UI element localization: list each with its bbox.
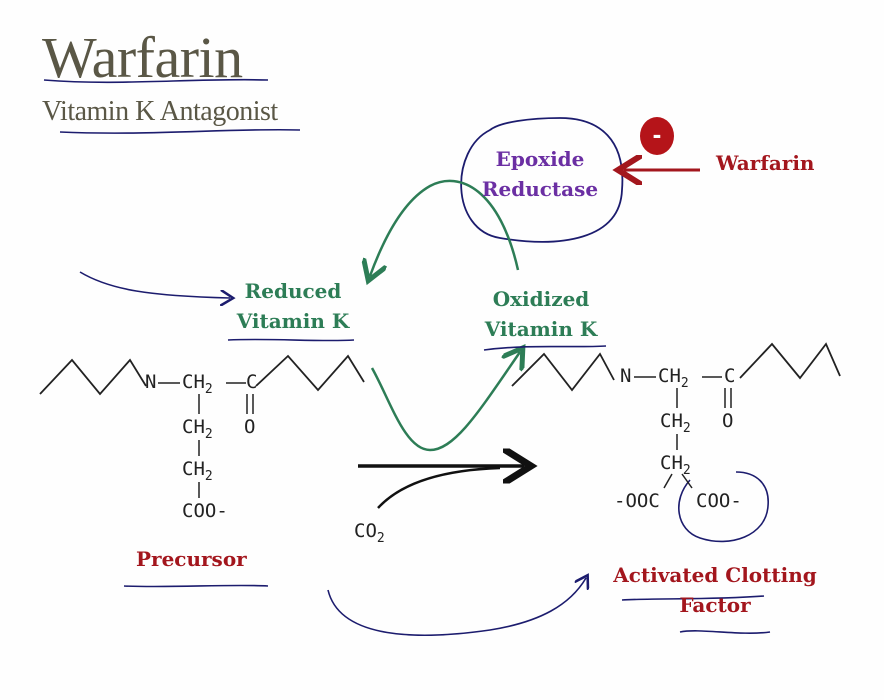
carboxyl-circle bbox=[678, 471, 769, 543]
sub-2: 2 bbox=[204, 468, 213, 484]
precursor-right-chain bbox=[255, 354, 365, 392]
product-underline-2 bbox=[679, 630, 771, 634]
enzyme-line2: Reductase bbox=[481, 177, 599, 201]
product-ch2-top: CH2 bbox=[658, 365, 689, 391]
activated-clotting-factor-label: Activated Clotting Factor bbox=[610, 560, 820, 620]
product-coo: COO- bbox=[696, 490, 742, 512]
co2-subscript: 2 bbox=[376, 530, 385, 546]
subtitle-underline bbox=[59, 128, 301, 134]
co2-branch bbox=[377, 466, 501, 509]
inhibition-badge: - bbox=[640, 117, 674, 155]
ch-text: CH bbox=[660, 452, 683, 474]
reduced-vitamin-k-label: Reduced Vitamin K bbox=[228, 276, 358, 336]
oxidized-vitamin-k-label: Oxidized Vitamin K bbox=[476, 284, 606, 344]
sub-2: 2 bbox=[204, 381, 213, 397]
ch-text: CH bbox=[658, 365, 681, 387]
precursor-ch2-mid: CH2 bbox=[182, 416, 213, 442]
sub-2: 2 bbox=[680, 375, 689, 391]
oxidized-to-reduced-arrow bbox=[370, 179, 520, 276]
product-ch2-mid: CH2 bbox=[660, 410, 691, 436]
oxidized-line1: Oxidized bbox=[492, 287, 590, 311]
product-line1: Activated Clotting bbox=[613, 563, 817, 587]
product-branch-r bbox=[681, 473, 693, 489]
enzyme-line1: Epoxide bbox=[495, 147, 585, 171]
product-ooc: -OOC bbox=[614, 490, 660, 512]
ch-text: CH bbox=[182, 416, 205, 438]
ch-text: CH bbox=[182, 458, 205, 480]
bottom-curve-arrow bbox=[327, 578, 586, 636]
annotation-arrow-left bbox=[79, 271, 230, 298]
product-o: O bbox=[722, 410, 734, 432]
slide-title: Warfarin bbox=[42, 25, 243, 90]
warfarin-label: Warfarin bbox=[716, 151, 815, 175]
precursor-ch2-low: CH2 bbox=[182, 458, 213, 484]
precursor-coo: COO- bbox=[182, 500, 228, 522]
sub-2: 2 bbox=[682, 420, 691, 436]
product-c: C bbox=[724, 365, 736, 387]
product-underline-1 bbox=[621, 595, 765, 601]
precursor-ch2-top: CH2 bbox=[182, 371, 213, 397]
sub-2: 2 bbox=[204, 426, 213, 442]
slide-subtitle: Vitamin K Antagonist bbox=[42, 96, 278, 127]
precursor-n: N bbox=[145, 371, 157, 393]
product-n: N bbox=[620, 365, 632, 387]
oxidized-underline bbox=[483, 345, 607, 351]
title-underline bbox=[43, 78, 269, 84]
sub-2: 2 bbox=[682, 462, 691, 478]
oxidized-line2: Vitamin K bbox=[484, 317, 598, 341]
co2-text: CO bbox=[354, 520, 377, 542]
precursor-c: C bbox=[246, 371, 258, 393]
precursor-label: Precursor bbox=[136, 547, 247, 571]
product-left-chain bbox=[511, 352, 615, 392]
precursor-underline bbox=[123, 584, 269, 588]
enzyme-circle bbox=[460, 117, 624, 243]
precursor-left-chain bbox=[39, 358, 147, 396]
enzyme-label: Epoxide Reductase bbox=[470, 144, 610, 204]
ch-text: CH bbox=[182, 371, 205, 393]
ch-text: CH bbox=[660, 410, 683, 432]
product-right-chain bbox=[739, 342, 841, 380]
product-line2: Factor bbox=[679, 593, 751, 617]
reduced-underline bbox=[227, 338, 355, 342]
reduced-line1: Reduced bbox=[244, 279, 342, 303]
product-branch-l bbox=[663, 473, 673, 489]
precursor-o: O bbox=[244, 416, 256, 438]
product-ch2-low: CH2 bbox=[660, 452, 691, 478]
reduced-to-oxidized-arrow bbox=[370, 352, 520, 452]
co2-label: CO2 bbox=[354, 520, 385, 546]
reduced-line2: Vitamin K bbox=[236, 309, 350, 333]
